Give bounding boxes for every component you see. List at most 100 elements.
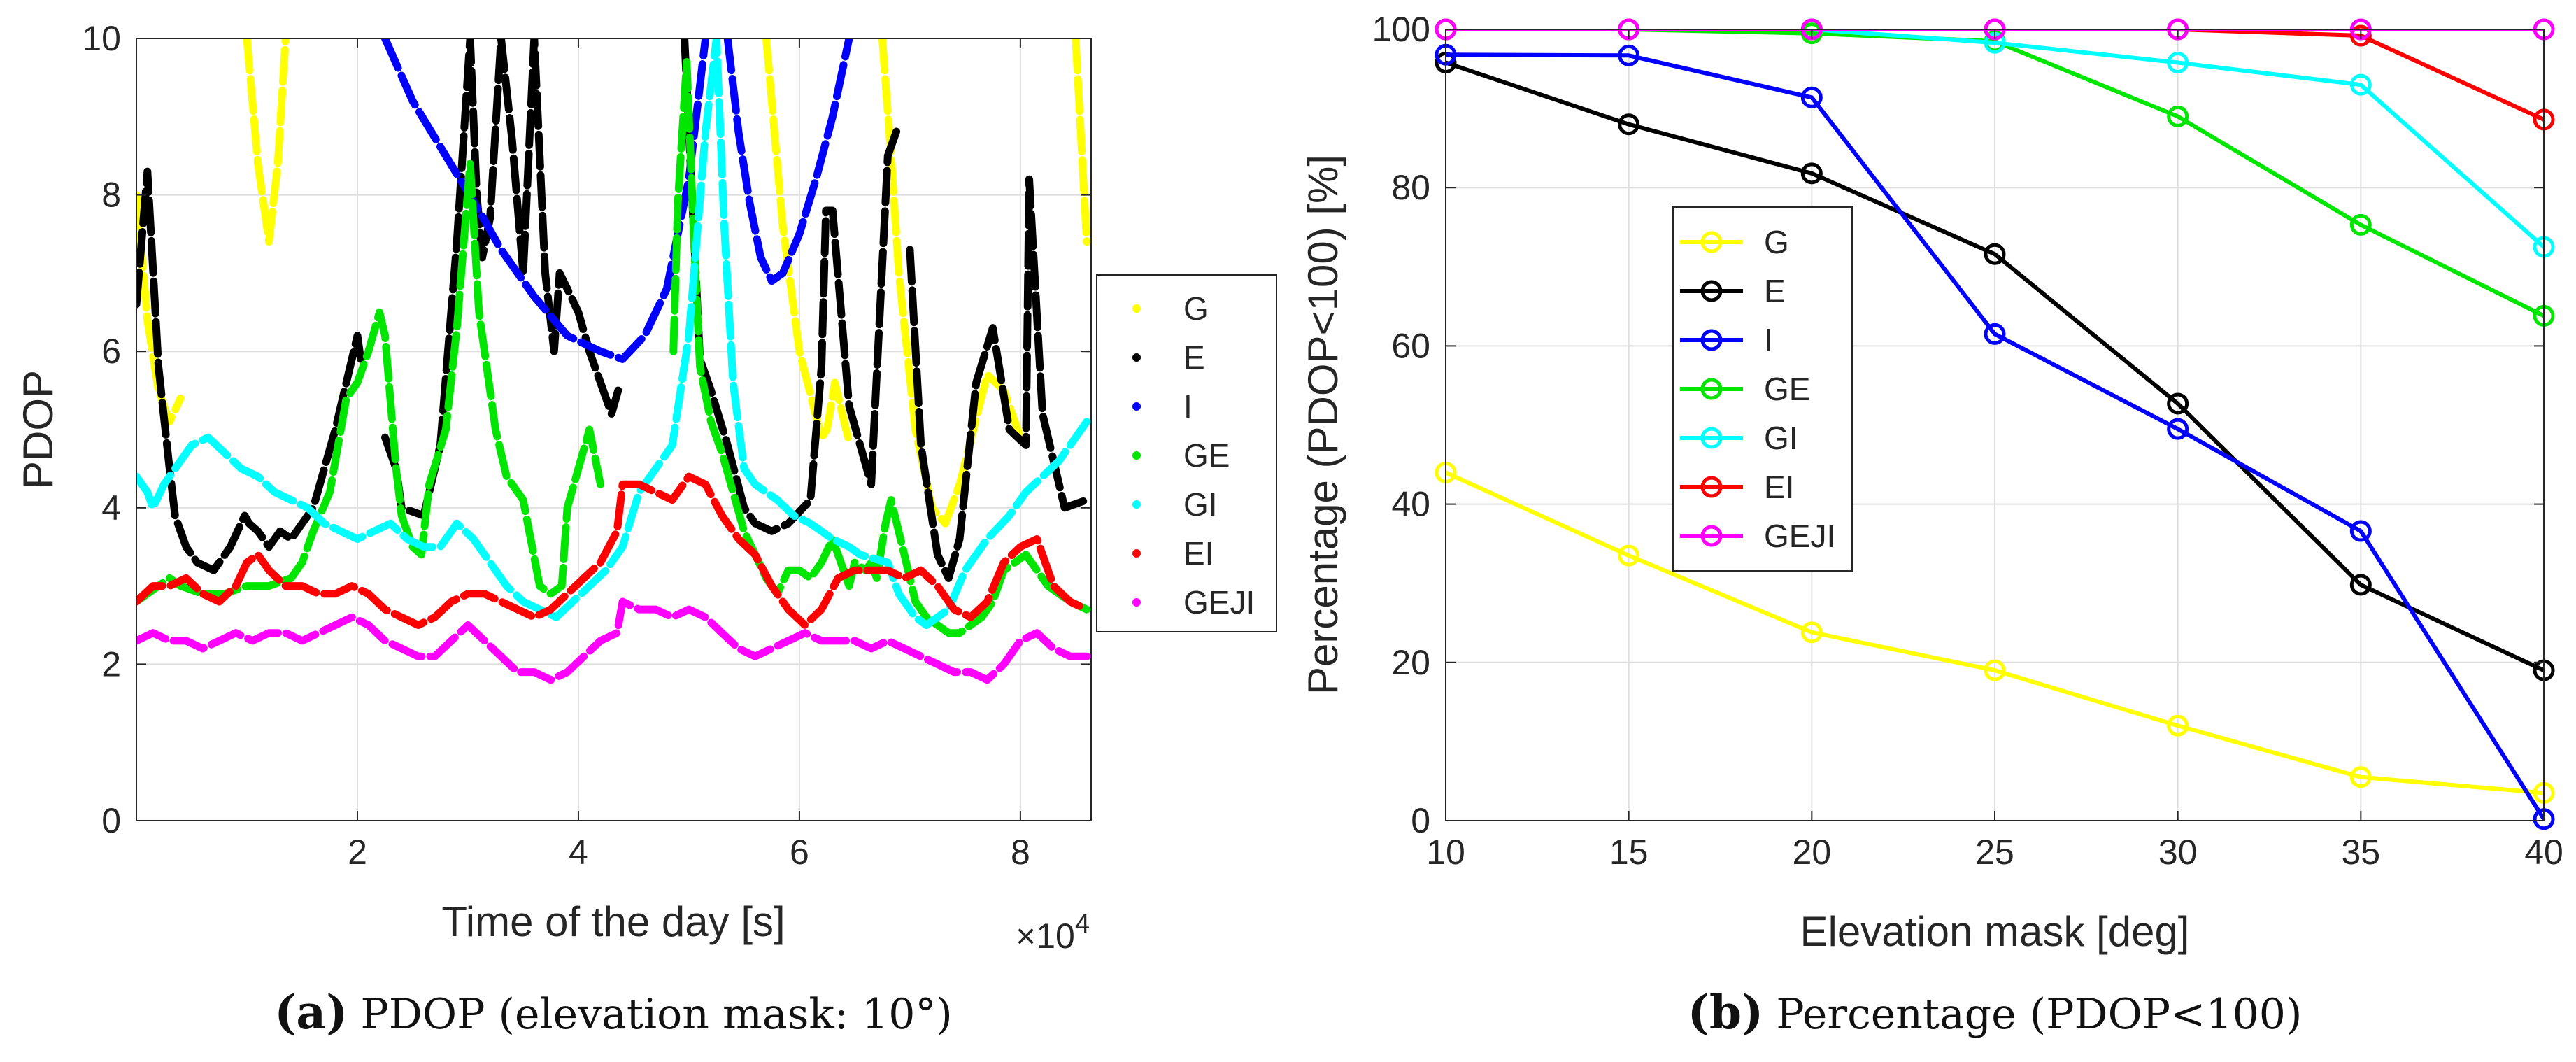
panel-b-series-e-line	[1446, 60, 2544, 673]
panel-a-x-exponent: ×104	[1016, 909, 1090, 956]
legend-panel-b-ei-label: EI	[1764, 469, 1794, 505]
panel-b-y-tick-label: 80	[1391, 168, 1430, 207]
legend-panel-a-i-label: I	[1183, 388, 1193, 425]
legend-panel-b-geji-label: GEJI	[1764, 518, 1835, 554]
panel-b-series-i-point	[2349, 520, 2372, 542]
panel-a-y-tick-label: 0	[101, 801, 121, 840]
legend-panel-b-ei-marker	[1700, 476, 1723, 498]
panel-b-x-tick-label: 30	[2158, 833, 2198, 872]
panel-b-caption-text: Percentage (PDOP<100)	[1776, 990, 2302, 1039]
panel-a-ticks	[136, 38, 1091, 821]
panel-a-x-exponent-power: 4	[1075, 909, 1090, 939]
panel-b-y-tick-label: 0	[1411, 801, 1430, 840]
panel-b-ticks	[1445, 29, 2545, 821]
panel-b-series-i-point	[1618, 44, 1640, 66]
panel-b-y-tick-label: 20	[1391, 643, 1430, 682]
panel-b-series-gi-point	[2167, 52, 2189, 74]
legend-panel-a-gi-marker	[1132, 500, 1141, 509]
panel-b-x-tick-label: 35	[2342, 833, 2381, 872]
panel-b-series-e-point	[1800, 162, 1823, 185]
legend-panel-a-g-marker	[1132, 304, 1141, 313]
panel-b-series-i-point	[2167, 418, 2189, 440]
panel-b-series-g-point	[2167, 714, 2189, 737]
panel-b-x-tick-label: 20	[1793, 833, 1832, 872]
panel-b-series-e-point	[2167, 392, 2189, 415]
panel-a-plot-area	[136, 38, 1091, 821]
panel-b-series-ei-point	[2349, 24, 2372, 47]
legend-panel-a-i-marker	[1132, 402, 1141, 411]
legend-panel-b-i-label: I	[1764, 322, 1773, 358]
panel-b-caption: (b) Percentage (PDOP<100)	[1688, 985, 2303, 1040]
panel-b-series-g-line	[1446, 470, 2544, 795]
panel-b-series-e-point	[1618, 113, 1640, 136]
panel-b-series-i-point	[1984, 323, 2006, 345]
panel-b-percentage-chart: 10 15 20 25 30 35 40 0 20 40 60 80 100 Elevation mas…	[1300, 10, 2563, 1040]
legend-panel-b-ge-label: GE	[1764, 371, 1810, 407]
panel-a-x-exponent-base: ×10	[1016, 916, 1075, 956]
panel-b-x-tick-label: 10	[1426, 833, 1465, 872]
panel-b-series-i-line	[1446, 52, 2544, 821]
legend-panel-a-gi-label: GI	[1183, 486, 1218, 523]
panel-a-caption-label: (a)	[274, 985, 348, 1040]
panel-a-series-i-line	[381, 38, 853, 363]
panel-a-series-geji-line	[136, 597, 1091, 684]
panel-a-y-tick-label: 2	[101, 644, 121, 684]
legend-panel-a-g-label: G	[1183, 290, 1209, 327]
panel-b-series-g-point	[1618, 544, 1640, 567]
panel-b-series-g-point	[1984, 659, 2006, 681]
legend-panel-b-geji-marker	[1700, 525, 1723, 547]
panel-b-x-tick-label: 40	[2524, 833, 2563, 872]
legend-panel-b-g-marker	[1700, 231, 1723, 253]
panel-a-x-tick-label: 8	[1011, 833, 1030, 872]
legend-panel-a-e-label: E	[1183, 339, 1205, 376]
legend-panel-b-i-marker	[1700, 329, 1723, 351]
legend-panel-b-g-label: G	[1764, 224, 1789, 260]
legend-panel-a-ei-label: EI	[1183, 535, 1214, 572]
panel-a-series-ei-line	[136, 472, 1091, 629]
legend-panel-b-e-label: E	[1764, 273, 1786, 309]
legend-panel-a-geji-label: GEJI	[1183, 584, 1255, 621]
panel-a-axes-box	[136, 38, 1092, 821]
panel-b-x-tick-label: 25	[1975, 833, 2014, 872]
panel-b-y-axis-label: Percentage (PDOP<100) [%]	[1300, 155, 1346, 695]
panel-b-series-gi-point	[2349, 73, 2372, 96]
panel-b-series-gi-line	[1446, 29, 2544, 249]
legend-panel-a-ei-marker	[1132, 549, 1141, 558]
panel-a-pdop-chart: 2 4 6 8 0 2 4 6 8 10 Time of the day [s] PDOP ×10…	[15, 19, 1277, 1040]
panel-a-y-tick-label: 8	[101, 176, 121, 215]
panel-a-series-e-line	[136, 38, 1091, 582]
panel-a-y-tick-label: 10	[82, 19, 121, 58]
panel-a-x-tick-label: 2	[348, 833, 367, 872]
panel-b-series-i-point	[1800, 86, 1823, 108]
panel-a-series-group	[136, 38, 1091, 684]
panel-b-series-e-point	[2349, 574, 2372, 596]
legend-panel-a-ge-label: GE	[1183, 437, 1230, 474]
panel-a-y-axis-label: PDOP	[15, 370, 62, 489]
panel-b-caption-label: (b)	[1688, 985, 1764, 1040]
panel-a-caption-text: PDOP (elevation mask: 10°)	[360, 990, 952, 1039]
panel-a-series-gi-line	[136, 38, 1091, 629]
panel-a-x-axis-label: Time of the day [s]	[441, 898, 785, 945]
panel-a-y-tick-label: 6	[101, 332, 121, 371]
panel-b-x-tick-label: 15	[1609, 833, 1649, 872]
panel-a-x-tick-label: 6	[790, 833, 809, 872]
panel-a-y-tick-label: 4	[101, 488, 121, 528]
panel-b-y-tick-label: 60	[1391, 326, 1430, 365]
panel-b-series-ge-point	[2167, 105, 2189, 127]
panel-b-series-g-point	[1800, 621, 1823, 644]
legend-panel-b-gi-label: GI	[1764, 420, 1798, 456]
panel-a-tick-labels: 2 4 6 8 0 2 4 6 8 10	[82, 19, 1030, 872]
legend-panel-b-ge-marker	[1700, 378, 1723, 400]
panel-a-x-tick-label: 4	[569, 833, 588, 872]
legend-panel-b-e-marker	[1700, 280, 1723, 302]
legend-panel-b-gi-marker	[1700, 427, 1723, 449]
panel-a-caption: (a) PDOP (elevation mask: 10°)	[274, 985, 953, 1040]
legend-panel-a-ge-marker	[1132, 451, 1141, 460]
panel-a-legend-box	[1096, 274, 1277, 632]
panel-b-series-e-point	[1984, 243, 2006, 265]
panel-b-series-ge-point	[2349, 213, 2372, 236]
